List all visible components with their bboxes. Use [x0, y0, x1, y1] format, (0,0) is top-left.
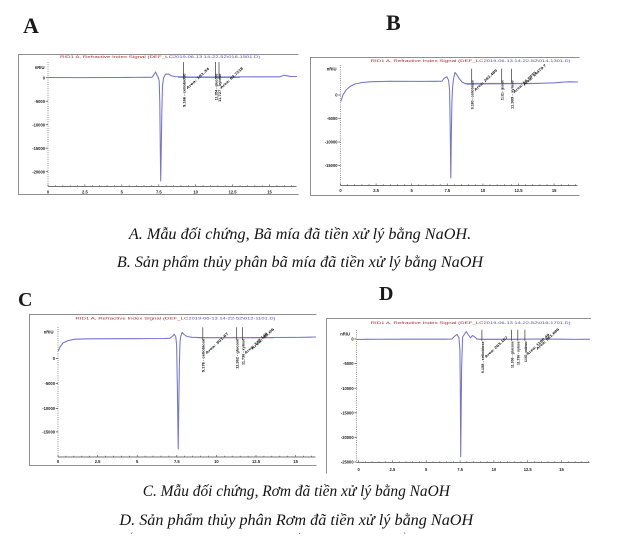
svg-text:0: 0	[47, 190, 50, 195]
svg-text:15: 15	[559, 467, 564, 472]
svg-text:5: 5	[136, 459, 139, 464]
svg-text:10: 10	[193, 190, 198, 195]
svg-text:-10000: -10000	[42, 406, 55, 411]
svg-text:12.5: 12.5	[229, 190, 238, 195]
svg-text:2019-06-13 14-22-52\014-1301.D: 2019-06-13 14-22-52\014-1301.D)	[484, 58, 572, 63]
svg-text:-15000: -15000	[42, 430, 55, 435]
svg-text:0: 0	[57, 459, 60, 464]
svg-text:12.5: 12.5	[524, 467, 533, 472]
svg-text:11.909 - xylose: 11.909 - xylose	[511, 80, 515, 109]
svg-text:RID1 A, Refractive Index Signa: RID1 A, Refractive Index Signal (DEF_LC	[371, 58, 484, 63]
svg-text:nRIU: nRIU	[44, 330, 54, 335]
svg-text:2019-06-13 14-22-52\016-1501.D: 2019-06-13 14-22-52\016-1501.D)	[173, 54, 261, 59]
svg-text:-20000: -20000	[341, 435, 354, 440]
svg-text:9.176 - cellobiose: 9.176 - cellobiose	[202, 339, 206, 372]
svg-text:-15000: -15000	[325, 163, 338, 168]
svg-text:-25000: -25000	[341, 460, 354, 465]
svg-text:Area: 181.34: Area: 181.34	[185, 67, 210, 90]
svg-text:5: 5	[425, 467, 428, 472]
svg-text:7.5: 7.5	[156, 190, 162, 195]
svg-text:-15000: -15000	[32, 146, 45, 151]
svg-text:Area: 48.06: Area: 48.06	[250, 327, 275, 350]
svg-text:0: 0	[335, 93, 338, 98]
svg-text:11.362 - glucose: 11.362 - glucose	[236, 339, 240, 369]
svg-text:11.306 - glucose: 11.306 - glucose	[511, 341, 515, 368]
svg-text:2.5: 2.5	[95, 459, 101, 464]
svg-text:0: 0	[357, 467, 360, 472]
svg-text:2.5: 2.5	[373, 188, 379, 193]
svg-text:nRIU: nRIU	[35, 65, 45, 70]
svg-text:-5000: -5000	[327, 116, 338, 121]
svg-text:15: 15	[267, 190, 272, 195]
svg-text:10: 10	[481, 188, 486, 193]
svg-text:5: 5	[411, 188, 414, 193]
svg-text:9.166 - cellobiose: 9.166 - cellobiose	[182, 74, 186, 108]
svg-text:0: 0	[351, 337, 354, 342]
svg-text:2.5: 2.5	[390, 467, 396, 472]
svg-text:9.158 - cellobiose: 9.158 - cellobiose	[481, 341, 485, 373]
svg-text:0: 0	[43, 75, 46, 80]
svg-text:7.5: 7.5	[174, 459, 180, 464]
svg-text:7.5: 7.5	[457, 467, 463, 472]
svg-text:RID1 A, Refractive Index Signa: RID1 A, Refractive Index Signal (DEF_LC	[60, 54, 173, 59]
svg-text:9.180 - cellobiose: 9.180 - cellobiose	[471, 80, 475, 109]
svg-text:10: 10	[214, 459, 219, 464]
svg-text:2019-06-13 14-22-52\012-1101.D: 2019-06-13 14-22-52\012-1101.D)	[188, 316, 276, 321]
svg-text:nRIU: nRIU	[340, 331, 350, 336]
svg-text:-15000: -15000	[341, 410, 354, 415]
svg-text:11.311 - glucose: 11.311 - glucose	[501, 80, 505, 100]
svg-text:0: 0	[53, 356, 56, 361]
svg-text:7.5: 7.5	[444, 188, 450, 193]
svg-text:-10000: -10000	[325, 140, 338, 145]
svg-text:-5000: -5000	[45, 381, 56, 386]
svg-text:-5000: -5000	[343, 361, 354, 366]
svg-text:RID1 A, Refractive Index Signa: RID1 A, Refractive Index Signal (DEF_LC	[75, 316, 188, 321]
svg-text:12.5: 12.5	[252, 459, 261, 464]
svg-text:12.5: 12.5	[515, 188, 524, 193]
svg-text:5: 5	[121, 190, 124, 195]
svg-text:11.736 - xylose: 11.736 - xylose	[242, 339, 246, 365]
svg-text:-10000: -10000	[341, 386, 354, 391]
svg-text:-10000: -10000	[32, 122, 45, 127]
svg-text:10: 10	[492, 467, 497, 472]
svg-text:11.727 - xylose: 11.727 - xylose	[218, 74, 222, 103]
svg-text:2.5: 2.5	[82, 190, 88, 195]
svg-text:15: 15	[552, 188, 557, 193]
svg-text:RID1 A, Refractive Index Signa: RID1 A, Refractive Index Signal (DEF_LC	[371, 320, 484, 325]
svg-text:Area: 83.7218: Area: 83.7218	[219, 66, 244, 89]
svg-text:nRIU: nRIU	[327, 67, 337, 72]
svg-text:-20000: -20000	[32, 169, 45, 174]
svg-text:12.003 - arabinose: 12.003 - arabinose	[524, 341, 528, 362]
svg-text:2019-06-13 14-22-52\016-1701.D: 2019-06-13 14-22-52\016-1701.D)	[484, 320, 572, 325]
svg-text:11.354 - glucose: 11.354 - glucose	[214, 74, 218, 101]
svg-text:0: 0	[339, 188, 342, 193]
svg-text:15: 15	[293, 459, 298, 464]
svg-text:Area: 282.489: Area: 282.489	[473, 69, 498, 92]
svg-text:-5000: -5000	[35, 99, 46, 104]
svg-text:11.736 - xylose: 11.736 - xylose	[517, 341, 521, 365]
svg-text:Area: 301.67: Area: 301.67	[205, 332, 230, 355]
